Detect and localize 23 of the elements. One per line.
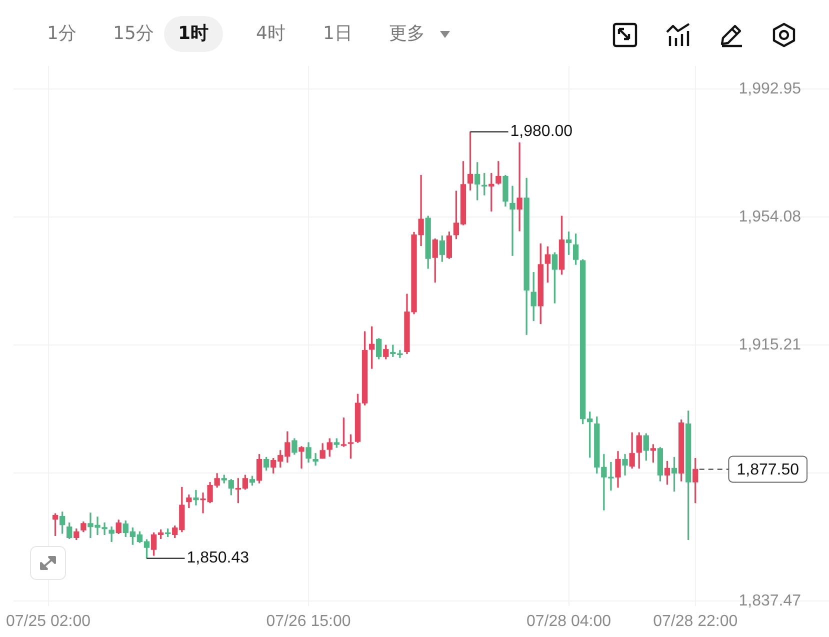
text: 15分 — [112, 22, 155, 46]
text: 更多 — [388, 22, 426, 46]
x-tick-label: 07/28 22:00 — [653, 612, 738, 630]
text: 1分 — [46, 22, 78, 46]
x-tick-label: 07/28 04:00 — [526, 612, 612, 630]
candlestick — [516, 142, 522, 232]
candlestick — [510, 186, 516, 256]
x-tick-label: 07/25 02:00 — [6, 612, 91, 630]
annotation: 1,980.00 — [510, 123, 573, 140]
annotation: 1,850.43 — [186, 550, 250, 567]
ref-line-label: 1,877.50 — [736, 462, 800, 479]
text: 1时 — [164, 16, 223, 52]
candlestick — [108, 526, 114, 542]
candlestick — [193, 490, 199, 506]
text: 4时 — [255, 22, 286, 46]
candlestick — [312, 453, 318, 466]
y-tick-label: 1,837.47 — [738, 592, 802, 610]
candlestick — [298, 446, 304, 469]
y-tick-label: 1,915.21 — [738, 336, 802, 354]
y-tick-label: 1,992.95 — [738, 80, 802, 98]
x-tick-label: 07/26 15:00 — [266, 612, 351, 630]
text: 1日 — [322, 22, 354, 46]
y-tick-label: 1,954.08 — [738, 208, 802, 226]
